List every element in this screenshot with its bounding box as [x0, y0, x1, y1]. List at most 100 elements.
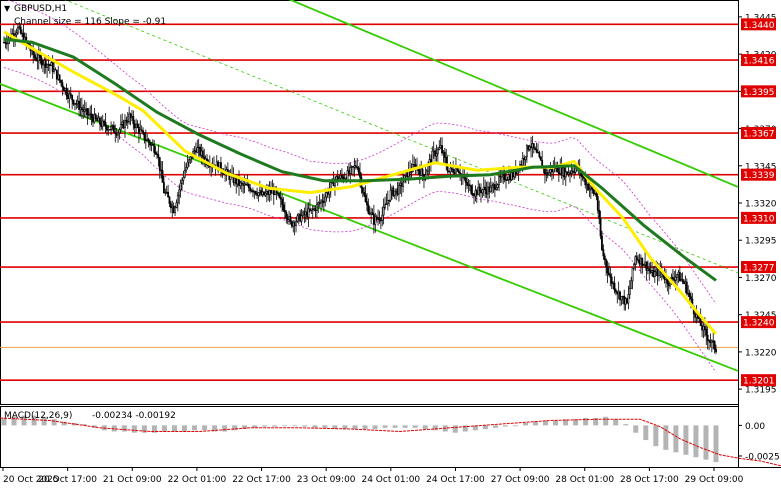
candle-body	[592, 189, 595, 194]
candle-body	[564, 171, 567, 178]
candle-body	[681, 279, 684, 282]
candle-body	[663, 276, 666, 280]
macd-histogram-bar	[232, 425, 238, 431]
candle-body	[644, 261, 646, 266]
candle-body	[487, 186, 489, 195]
candle-body	[670, 276, 673, 279]
candle-body	[683, 281, 685, 284]
candle-body	[566, 171, 569, 175]
candle-body	[250, 190, 253, 192]
candle-body	[391, 187, 393, 191]
candle-body	[498, 176, 500, 185]
macd-histogram-bar	[462, 425, 468, 432]
candle-body	[520, 164, 523, 166]
candle-body	[377, 218, 379, 220]
candle-body	[249, 187, 252, 192]
candle-body	[271, 189, 274, 194]
candle-body	[603, 255, 606, 261]
candle-body	[538, 152, 541, 158]
candle-body	[475, 190, 478, 196]
candle-body	[594, 193, 596, 195]
level-label-1.3310: 1.3310	[743, 214, 775, 224]
symbol-label: GBPUSD,H1	[14, 4, 67, 14]
candle-body	[147, 139, 150, 143]
candle-body	[135, 123, 138, 129]
candle-body	[176, 194, 179, 204]
candle-body	[103, 120, 106, 123]
candle-body	[656, 269, 659, 277]
candle-body	[168, 196, 171, 204]
macd-histogram-bar	[81, 424, 87, 426]
candle-body	[505, 179, 507, 181]
candle-body	[62, 86, 65, 91]
macd-signal-line	[0, 417, 781, 467]
candle-body	[402, 181, 405, 187]
candle-body	[570, 170, 573, 174]
candle-body	[524, 156, 527, 161]
candle-body	[315, 203, 318, 211]
macd-histogram-bar	[262, 425, 268, 427]
moving-averages	[3, 30, 718, 335]
candle-body	[367, 204, 370, 214]
support-resistance-levels	[0, 23, 738, 381]
candle-body	[438, 147, 441, 150]
candle-body	[363, 192, 366, 196]
time-tick-label: 24 Oct 17:00	[426, 475, 485, 485]
candle-body	[571, 170, 574, 173]
candle-body	[496, 184, 499, 189]
candle-body	[474, 190, 477, 197]
candle-body	[256, 193, 258, 196]
macd-histogram-bar	[653, 425, 659, 447]
candle-body	[532, 143, 535, 149]
candle-body	[512, 172, 514, 178]
candle-body	[573, 171, 576, 174]
candle-body	[260, 190, 263, 195]
candle-body	[450, 167, 453, 170]
candle-body	[151, 144, 154, 146]
candle-body	[110, 125, 112, 130]
candle-body	[655, 269, 658, 272]
candle-body	[690, 296, 692, 300]
candle-body	[258, 190, 261, 193]
macd-histogram-bar	[242, 425, 248, 430]
macd-histogram-bar	[332, 425, 338, 430]
candle-body	[108, 129, 111, 131]
level-label-bg-1.3440	[741, 18, 776, 31]
candle-body	[591, 186, 594, 191]
candle-body	[420, 168, 423, 176]
candle-body	[186, 161, 189, 168]
macd-histogram-bar	[502, 425, 508, 427]
candle-body	[584, 178, 587, 186]
level-label-1.3367: 1.3367	[743, 130, 775, 140]
chart-title-arrow: ▼	[4, 4, 11, 13]
macd-tick-label: 0.00	[745, 422, 765, 432]
candle-body	[325, 192, 328, 198]
candle-body	[278, 193, 281, 198]
candle-body	[406, 171, 409, 178]
candle-body	[100, 123, 103, 127]
candle-body	[33, 54, 36, 58]
candle-body	[257, 192, 260, 196]
candle-body	[239, 182, 242, 186]
candle-body	[537, 151, 539, 154]
moving-average-yellow	[3, 30, 718, 335]
candle-body	[47, 64, 50, 66]
time-tick-label: 22 Oct 17:00	[232, 475, 291, 485]
macd-histogram-bar	[61, 421, 67, 426]
candle-body	[126, 121, 129, 123]
candle-body	[616, 291, 619, 295]
candle-body	[353, 165, 356, 168]
macd-histogram-bar	[151, 425, 157, 433]
candle-body	[598, 209, 601, 220]
candle-body	[627, 294, 630, 304]
macd-histogram-bar	[532, 421, 538, 426]
candle-body	[129, 113, 132, 119]
candle-body	[142, 130, 144, 133]
macd-histogram-bar	[202, 425, 208, 431]
candle-body	[642, 264, 645, 266]
candle-body	[671, 276, 674, 280]
macd-histogram-bar	[1, 418, 7, 426]
candle-body	[197, 146, 200, 149]
candle-body	[378, 218, 381, 221]
candle-body	[106, 126, 108, 131]
